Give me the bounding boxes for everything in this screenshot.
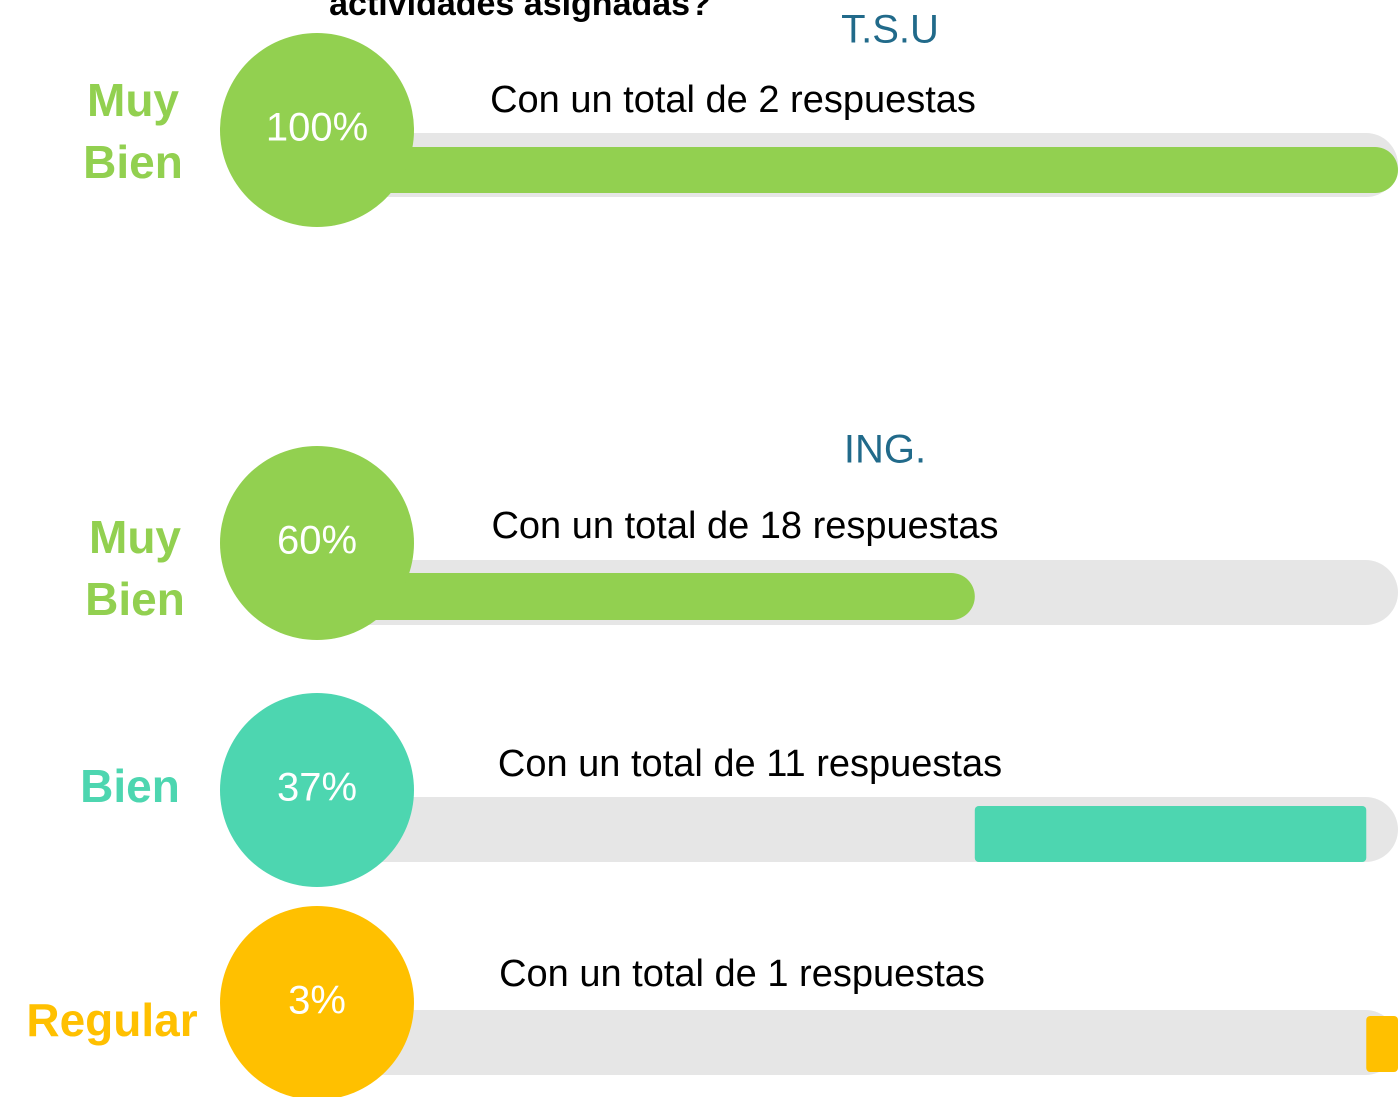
item-label: Muy Bien bbox=[85, 511, 185, 625]
bar-fill bbox=[300, 573, 975, 620]
item-label: Bien bbox=[80, 760, 180, 812]
item-text: Con un total de 1 respuestas bbox=[499, 953, 985, 995]
value-label: 3% bbox=[288, 979, 346, 1023]
item-text: Con un total de 2 respuestas bbox=[490, 79, 976, 121]
group-title: T.S.U bbox=[841, 8, 939, 52]
header-title: actividades asignadas? bbox=[329, 0, 711, 23]
value-circle bbox=[220, 906, 414, 1097]
item-label: Regular bbox=[26, 994, 197, 1046]
value-label: 60% bbox=[277, 519, 357, 563]
bar-fill bbox=[1366, 1016, 1398, 1072]
item-text: Con un total de 11 respuestas bbox=[498, 743, 1002, 785]
value-circle bbox=[220, 446, 414, 640]
bar-fill bbox=[974, 806, 1367, 862]
value-circle bbox=[220, 693, 414, 887]
bar-track bbox=[300, 1010, 1398, 1075]
value-label: 37% bbox=[277, 766, 357, 810]
bar-fill bbox=[300, 147, 1398, 193]
item-text: Con un total de 18 respuestas bbox=[491, 505, 998, 547]
value-circle bbox=[220, 33, 414, 227]
group-title: ING. bbox=[844, 428, 926, 472]
item-label: Muy Bien bbox=[83, 74, 183, 188]
value-label: 100% bbox=[266, 106, 368, 150]
